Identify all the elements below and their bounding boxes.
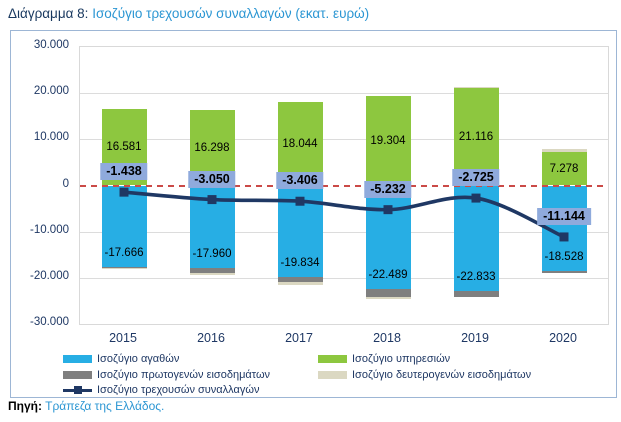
primary-income-bar-2017	[277, 277, 323, 282]
goods-value-label-2015: -17.666	[104, 247, 144, 260]
goods-value-label-2020: -18.528	[544, 251, 584, 264]
secondary-income-bar-2017	[277, 281, 323, 285]
secondary-income-bar-2019	[453, 86, 499, 88]
x-tick-2020: 2020	[549, 331, 577, 345]
secondary-income-bar-2015	[101, 267, 147, 269]
secondary-income-bar-2016	[189, 272, 235, 275]
services-bar-2018	[365, 96, 411, 186]
goods-value-label-2018: -22.489	[368, 269, 408, 282]
gridline	[80, 231, 608, 233]
services-value-label-2015: 16.581	[106, 141, 142, 154]
goods-bar-2018	[365, 185, 411, 290]
legend-item-secondary-income: Ισοζύγιο δευτερογενών εισοδημάτων	[318, 369, 531, 381]
current-account-line	[119, 187, 569, 242]
primary-income-bar-2019	[453, 290, 499, 297]
source-line: Πηγή: Τράπεζα της Ελλάδος.	[8, 399, 164, 413]
secondary-income-bar-2020	[541, 149, 587, 152]
x-tick-2015: 2015	[109, 331, 137, 345]
legend-label-secondary-income: Ισοζύγιο δευτερογενών εισοδημάτων	[352, 369, 532, 381]
legend-item-services: Ισοζύγιο υπηρεσιών	[318, 353, 450, 365]
services-value-label-2019: 21.116	[458, 130, 494, 143]
x-tick-2017: 2017	[285, 331, 313, 345]
legend-item-current-account: Ισοζύγιο τρεχουσών συναλλαγών	[63, 384, 259, 396]
primary-income-bar-2018	[365, 289, 411, 297]
y-tick-0: 0	[62, 177, 69, 190]
y-tick-20.000: 20.000	[33, 85, 69, 98]
plot-area: -17.666 16.581 -17.960 16.298 -19.834 18.044 -…	[79, 46, 609, 325]
primary-income-bar-2020	[541, 271, 587, 274]
y-tick-30.000: 30.000	[33, 39, 69, 51]
current-account-marker-2019	[471, 193, 481, 203]
current-account-value-label-2016: -3.050	[188, 170, 236, 188]
gridline	[80, 139, 608, 141]
legend-item-primary-income: Ισοζύγιο πρωτογενών εισοδημάτων	[63, 369, 270, 381]
current-account-value-label-2017: -3.406	[276, 172, 324, 190]
source-label: Πηγή:	[8, 399, 42, 413]
gridline	[80, 93, 608, 95]
services-value-label-2017: 18.044	[282, 137, 318, 150]
services-bar-2017	[277, 102, 323, 186]
current-account-value-label-2020: -11.144	[537, 207, 591, 225]
secondary-income-bar-2018	[365, 296, 411, 299]
chart-title-main: Ισοζύγιο τρεχουσών συναλλαγών (εκατ. ευρ…	[92, 6, 370, 21]
chart-title-prefix: Διάγραμμα 8:	[8, 6, 89, 21]
secondary-income-swatch-icon	[318, 371, 347, 379]
current-account-marker-2017	[295, 196, 305, 206]
goods-bar-2015	[101, 185, 147, 268]
current-account-value-label-2015: -1.438	[100, 163, 148, 181]
y-tick--10.000: -10.000	[29, 223, 69, 236]
goods-value-label-2017: -19.834	[280, 257, 320, 270]
x-tick-2016: 2016	[197, 331, 225, 345]
services-swatch-icon	[318, 355, 347, 363]
current-account-line-swatch-icon	[63, 386, 92, 394]
current-account-value-label-2019: -2.725	[452, 169, 500, 187]
chart-title: Διάγραμμα 8: Ισοζύγιο τρεχουσών συναλλαγ…	[8, 6, 369, 21]
primary-income-bar-2015	[101, 267, 147, 268]
current-account-marker-2018	[383, 205, 393, 215]
y-tick-10.000: 10.000	[33, 131, 69, 144]
legend-item-goods: Ισοζύγιο αγαθών	[63, 353, 179, 365]
legend-label-current-account: Ισοζύγιο τρεχουσών συναλλαγών	[97, 384, 260, 396]
goods-value-label-2019: -22.833	[456, 270, 496, 283]
legend-label-goods: Ισοζύγιο αγαθών	[97, 353, 180, 365]
zero-dashed-line	[80, 184, 608, 187]
legend-label-primary-income: Ισοζύγιο πρωτογενών εισοδημάτων	[97, 369, 271, 381]
services-value-label-2018: 19.304	[370, 134, 406, 147]
current-account-value-label-2018: -5.232	[364, 180, 412, 198]
current-account-marker-2015	[119, 187, 129, 197]
y-tick--30.000: -30.000	[29, 316, 69, 328]
source-link[interactable]: Τράπεζα της Ελλάδος.	[45, 399, 165, 413]
legend-label-services: Ισοζύγιο υπηρεσιών	[352, 353, 451, 365]
x-tick-2018: 2018	[373, 331, 401, 345]
y-tick--20.000: -20.000	[29, 269, 69, 282]
current-account-marker-2020	[559, 232, 569, 242]
x-tick-2019: 2019	[461, 331, 489, 345]
gridline	[80, 277, 608, 279]
goods-swatch-icon	[63, 355, 92, 363]
chart-container: 30.000 20.000 10.000 0 -10.000 -20.000 -30.000…	[10, 30, 617, 398]
services-value-label-2020: 7.278	[549, 162, 579, 175]
primary-income-swatch-icon	[63, 371, 92, 379]
goods-value-label-2016: -17.960	[192, 248, 232, 261]
services-bar-2020	[541, 151, 587, 186]
services-value-label-2016: 16.298	[194, 141, 230, 154]
current-account-marker-2016	[207, 195, 217, 205]
primary-income-bar-2016	[189, 268, 235, 273]
